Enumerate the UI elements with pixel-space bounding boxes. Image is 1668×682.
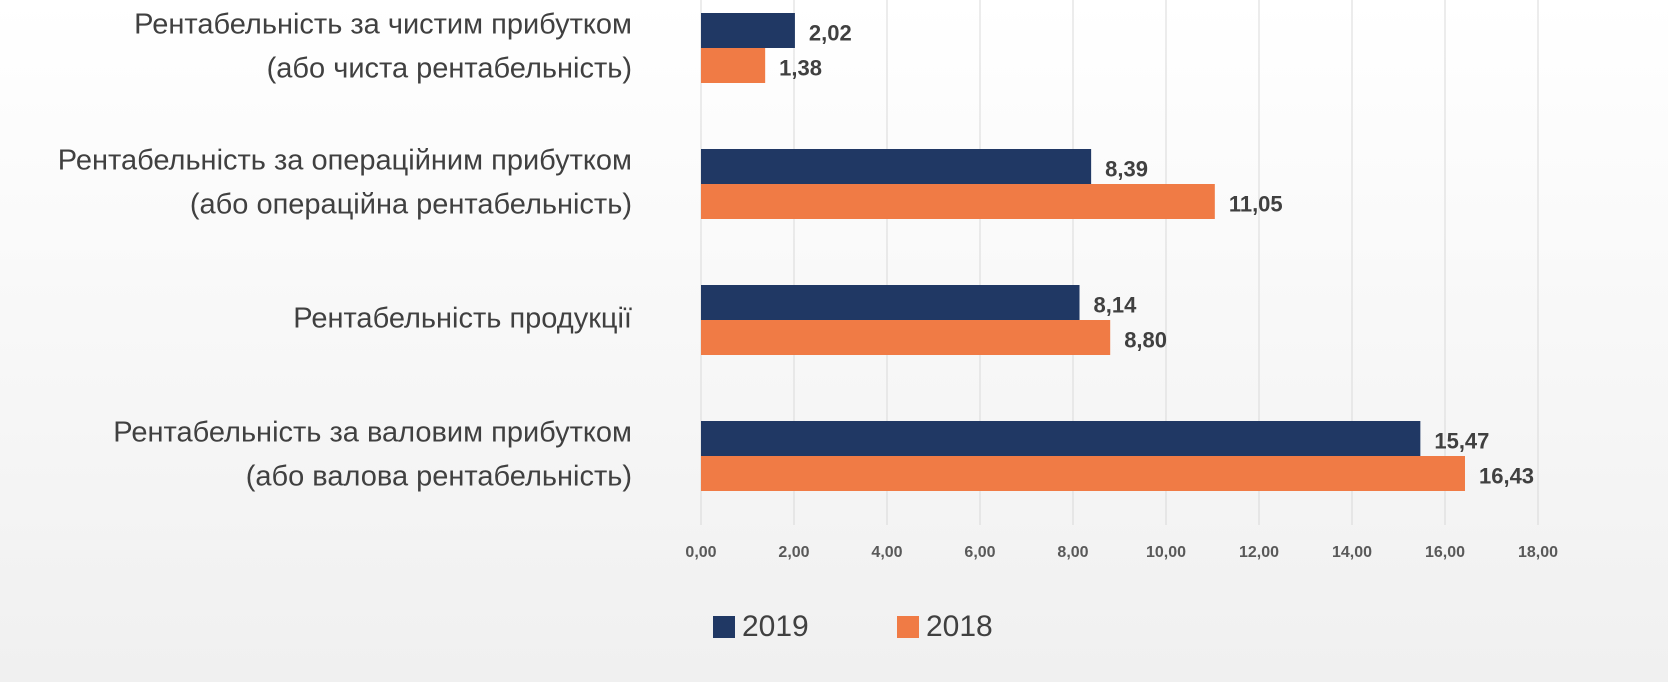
bar bbox=[701, 456, 1465, 491]
value-label: 8,14 bbox=[1094, 292, 1138, 317]
value-label: 2,02 bbox=[809, 20, 852, 45]
x-tick-label: 0,00 bbox=[685, 544, 716, 561]
bar bbox=[701, 285, 1080, 320]
x-tick-label: 16,00 bbox=[1425, 544, 1465, 561]
x-tick-label: 10,00 bbox=[1146, 544, 1186, 561]
x-tick-label: 18,00 bbox=[1518, 544, 1558, 561]
bar bbox=[701, 13, 795, 48]
bar bbox=[701, 320, 1111, 355]
x-tick-label: 6,00 bbox=[964, 544, 995, 561]
x-tick-label: 14,00 bbox=[1332, 544, 1372, 561]
value-label: 11,05 bbox=[1229, 191, 1283, 216]
legend-swatch bbox=[713, 616, 735, 638]
category-label: Рентабельність за валовим прибутком bbox=[113, 417, 632, 449]
legend-label: 2019 bbox=[742, 610, 809, 643]
value-label: 15,47 bbox=[1434, 428, 1489, 453]
value-label: 8,80 bbox=[1124, 327, 1167, 352]
bar bbox=[701, 184, 1215, 219]
category-label: (або операційна рентабельність) bbox=[190, 189, 632, 221]
category-label: (або чиста рентабельність) bbox=[267, 53, 632, 85]
category-label: Рентабельність за чистим прибутком bbox=[134, 9, 632, 41]
bar bbox=[701, 421, 1421, 456]
value-label: 1,38 bbox=[779, 55, 822, 80]
category-label: (або валова рентабельність) bbox=[246, 461, 632, 493]
value-label: 8,39 bbox=[1105, 156, 1148, 181]
legend-swatch bbox=[897, 616, 919, 638]
x-tick-label: 2,00 bbox=[778, 544, 809, 561]
value-label: 16,43 bbox=[1479, 463, 1534, 488]
x-tick-label: 8,00 bbox=[1057, 544, 1088, 561]
category-label: Рентабельність за операційним прибутком bbox=[58, 145, 632, 177]
bar bbox=[701, 149, 1092, 184]
x-tick-label: 12,00 bbox=[1239, 544, 1279, 561]
legend-label: 2018 bbox=[926, 610, 993, 643]
x-tick-label: 4,00 bbox=[871, 544, 902, 561]
bar bbox=[701, 48, 766, 83]
category-label: Рентабельність продукції bbox=[293, 303, 632, 335]
